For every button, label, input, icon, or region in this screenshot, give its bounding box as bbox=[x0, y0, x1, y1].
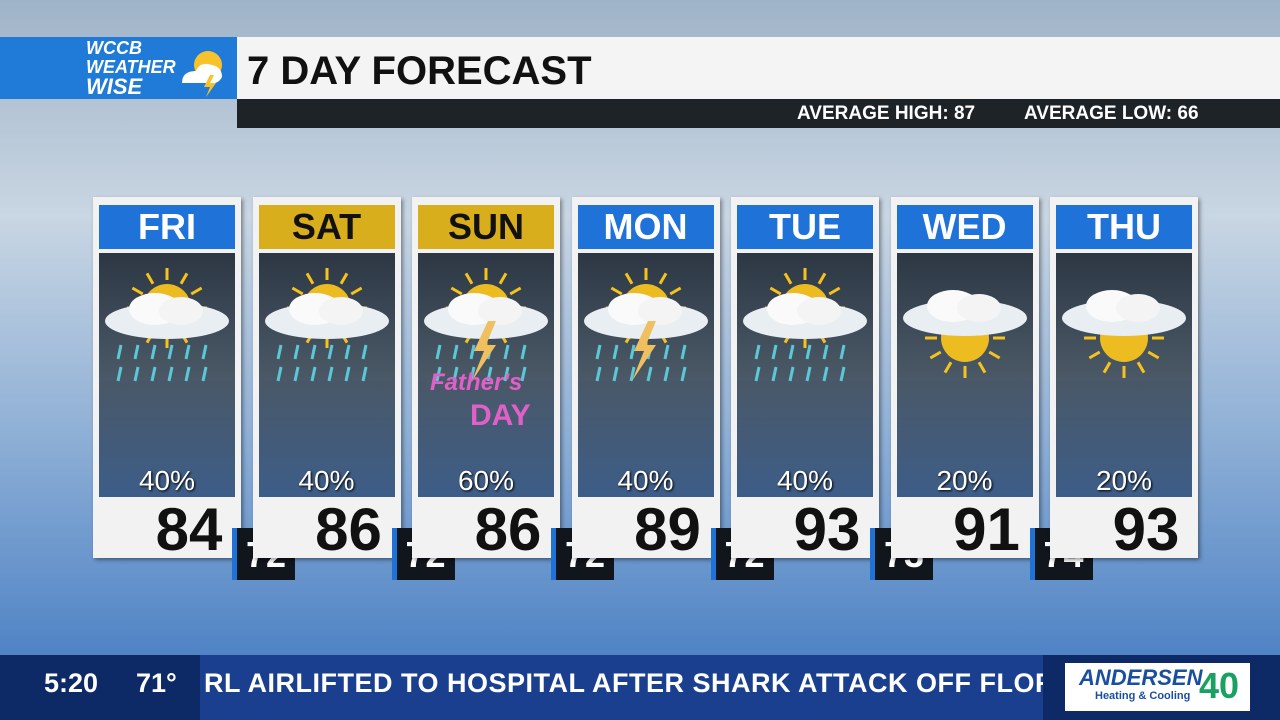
ticker: 5:20 71° RL AIRLIFTED TO HOSPITAL AFTER … bbox=[0, 655, 1280, 720]
day-card: MON 40% 89 bbox=[571, 197, 720, 563]
high-temp: 84 bbox=[155, 496, 223, 563]
weather-icon bbox=[583, 268, 708, 382]
high-temp: 86 bbox=[315, 496, 382, 563]
ticker-temperature: 71° bbox=[136, 668, 177, 698]
note-line: DAY bbox=[470, 399, 531, 432]
weather-icon bbox=[743, 268, 867, 382]
logo-line: WEATHER bbox=[86, 57, 176, 77]
title: 7 DAY FORECAST bbox=[247, 49, 592, 93]
precip-chance: 40% bbox=[617, 465, 674, 496]
logo-icon bbox=[182, 51, 222, 97]
day-card: THU 20% 93 bbox=[1050, 197, 1198, 563]
ticker-time: 5:20 bbox=[44, 668, 99, 698]
precip-chance: 20% bbox=[1095, 465, 1153, 496]
title-bar: 7 DAY FORECAST bbox=[237, 37, 1280, 99]
day-name: MON bbox=[577, 205, 714, 249]
icon-panel: 40% bbox=[99, 253, 235, 497]
day-name: SAT bbox=[258, 205, 395, 249]
day-card: FRI 40% 84 bbox=[93, 197, 241, 563]
average-low-label: AVERAGE LOW: bbox=[1024, 103, 1173, 124]
day-card: SUN Father's DAY 60% 86 bbox=[412, 197, 560, 563]
precip-chance: 60% bbox=[457, 465, 515, 496]
weather-icon bbox=[105, 268, 229, 382]
logo-line: WISE bbox=[86, 74, 143, 99]
weather-icon bbox=[264, 268, 389, 382]
weather-icon bbox=[1062, 290, 1186, 378]
sponsor-badge: 40 bbox=[1199, 665, 1240, 706]
logo-box: WCCB WEATHER WISE bbox=[0, 37, 237, 99]
average-high: AVERAGE HIGH: 87 bbox=[797, 99, 975, 128]
day-name: SUN bbox=[418, 205, 554, 249]
logo-text: WCCB WEATHER WISE bbox=[86, 38, 176, 99]
high-temp: 93 bbox=[793, 496, 861, 563]
icon-panel: 20% bbox=[896, 253, 1033, 497]
average-low: AVERAGE LOW: 66 bbox=[1024, 99, 1199, 128]
high-temp: 93 bbox=[1112, 496, 1180, 563]
day-card: SAT 40% 86 bbox=[252, 197, 401, 563]
day-card: TUE 40% 93 bbox=[731, 197, 879, 563]
icon-panel: 20% bbox=[1056, 253, 1192, 497]
day-name: TUE bbox=[737, 205, 873, 249]
weather-icon bbox=[424, 268, 548, 382]
averages-bar: AVERAGE HIGH: 87 AVERAGE LOW: 66 bbox=[237, 99, 1280, 128]
average-high-value: 87 bbox=[953, 103, 976, 124]
icon-panel: 40% bbox=[737, 253, 873, 497]
average-low-value: 66 bbox=[1177, 103, 1199, 124]
precip-chance: 40% bbox=[298, 465, 355, 496]
day-name: THU bbox=[1056, 205, 1192, 249]
high-temp: 89 bbox=[634, 496, 701, 563]
logo-line: WCCB bbox=[86, 38, 142, 58]
day-card: WED 20% 91 bbox=[890, 197, 1039, 563]
ticker-headline-box: RL AIRLIFTED TO HOSPITAL AFTER SHARK ATT… bbox=[200, 655, 1043, 720]
sponsor-name: ANDERSEN bbox=[1079, 665, 1203, 690]
precip-chance: 20% bbox=[936, 465, 993, 496]
icon-panel: Father's DAY 60% bbox=[418, 253, 554, 497]
high-temp: 86 bbox=[474, 496, 542, 563]
precip-chance: 40% bbox=[138, 465, 196, 496]
weather-icon bbox=[902, 290, 1027, 378]
precip-chance: 40% bbox=[776, 465, 834, 496]
average-high-label: AVERAGE HIGH: bbox=[797, 103, 949, 124]
day-name: FRI bbox=[99, 205, 235, 249]
icon-panel: 40% bbox=[258, 253, 395, 497]
high-temp: 91 bbox=[953, 496, 1020, 563]
day-name: WED bbox=[896, 205, 1033, 249]
sponsor: ANDERSEN Heating & Cooling 40 bbox=[1065, 663, 1250, 711]
note-line: Father's bbox=[430, 369, 523, 396]
ticker-headline: RL AIRLIFTED TO HOSPITAL AFTER SHARK ATT… bbox=[204, 668, 1043, 698]
sponsor-tagline: Heating & Cooling bbox=[1095, 690, 1191, 702]
icon-panel: 40% bbox=[577, 253, 714, 497]
